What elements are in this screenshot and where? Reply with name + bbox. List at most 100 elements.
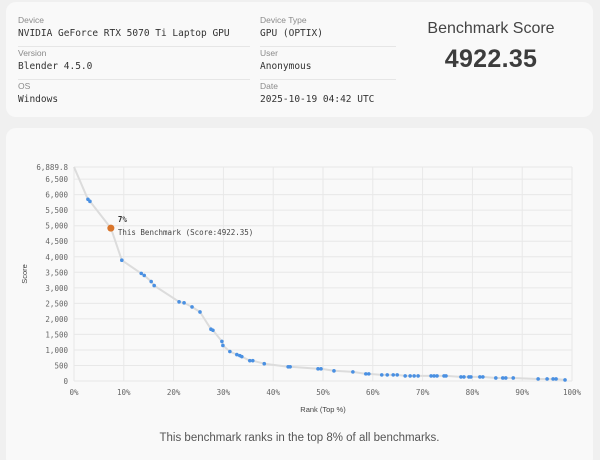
benchmark-point[interactable] <box>554 377 558 381</box>
benchmark-point[interactable] <box>182 301 186 305</box>
highlight-rank-label: 7% <box>118 215 128 224</box>
benchmark-point[interactable] <box>235 352 239 357</box>
version-value: Blender 4.5.0 <box>18 61 93 72</box>
benchmark-point[interactable] <box>149 279 153 284</box>
benchmark-point[interactable] <box>459 375 463 379</box>
benchmark-point[interactable] <box>469 375 473 379</box>
benchmark-point[interactable] <box>88 199 92 204</box>
this-benchmark-point[interactable] <box>107 224 115 232</box>
device-value: NVIDIA GeForce RTX 5070 Ti Laptop GPU <box>18 28 230 39</box>
x-axis-label: Rank (Top %) <box>300 405 346 414</box>
x-tick-label: 80% <box>466 388 480 397</box>
benchmark-point[interactable] <box>120 258 124 263</box>
benchmark-point[interactable] <box>364 372 368 376</box>
user-field: User Anonymous <box>260 47 396 80</box>
os-value: Windows <box>18 94 59 105</box>
benchmark-point[interactable] <box>316 367 320 371</box>
benchmark-point[interactable] <box>395 373 400 377</box>
benchmark-score-block: Benchmark Score 4922.35 <box>401 16 581 76</box>
rank-chart[interactable]: 0 500 1,000 1,500 2,000 2,500 3,000 3,500 4,000 4… <box>6 128 593 428</box>
x-tick-label: 70% <box>416 388 430 397</box>
y-tick-label: 0 <box>63 377 68 386</box>
device-type-value: GPU (OPTIX) <box>260 28 323 39</box>
device-type-label: Device Type <box>260 15 307 25</box>
benchmark-point[interactable] <box>190 305 194 309</box>
benchmark-point[interactable] <box>408 374 412 378</box>
user-label: User <box>260 48 278 58</box>
y-tick-label: 4,000 <box>45 253 68 262</box>
benchmark-point[interactable] <box>351 370 355 374</box>
benchmark-point[interactable] <box>412 374 416 378</box>
info-column-left: Device NVIDIA GeForce RTX 5070 Ti Laptop… <box>18 14 250 113</box>
benchmark-point[interactable] <box>198 310 202 314</box>
y-tick-label: 4,500 <box>45 237 68 246</box>
benchmark-point[interactable] <box>221 343 225 348</box>
rank-summary: This benchmark ranks in the top 8% of al… <box>159 432 440 444</box>
benchmark-point[interactable] <box>416 374 420 378</box>
benchmark-point[interactable] <box>478 375 482 379</box>
benchmark-point[interactable] <box>367 372 371 376</box>
benchmark-point[interactable] <box>228 349 232 354</box>
benchmark-point[interactable] <box>152 283 156 288</box>
benchmark-point[interactable] <box>462 375 466 379</box>
rank-curve <box>73 166 566 381</box>
x-tick-label: 100% <box>563 388 582 397</box>
benchmark-point[interactable] <box>288 364 292 369</box>
version-field: Version Blender 4.5.0 <box>18 47 250 80</box>
benchmark-point[interactable] <box>444 374 448 378</box>
benchmark-point[interactable] <box>494 376 498 380</box>
benchmark-point[interactable] <box>545 377 549 381</box>
benchmark-point[interactable] <box>511 376 516 380</box>
benchmark-point[interactable] <box>177 300 181 304</box>
benchmark-point[interactable] <box>332 369 336 373</box>
x-tick-label: 50% <box>316 388 330 397</box>
benchmark-point[interactable] <box>391 373 396 377</box>
user-value: Anonymous <box>260 61 312 72</box>
benchmark-point[interactable] <box>139 271 144 276</box>
date-value: 2025-10-19 04:42 UTC <box>260 94 375 105</box>
y-tick-label: 6,889.8 <box>36 163 68 172</box>
os-field: OS Windows <box>18 80 250 113</box>
benchmark-point[interactable] <box>435 374 439 378</box>
device-type-field: Device Type GPU (OPTIX) <box>260 14 396 47</box>
x-tick-label: 60% <box>366 388 380 397</box>
benchmark-point[interactable] <box>481 375 485 379</box>
benchmark-point[interactable] <box>262 361 267 366</box>
benchmark-point[interactable] <box>429 374 433 378</box>
y-tick-label: 2,000 <box>45 315 68 324</box>
benchmark-point[interactable] <box>385 373 390 377</box>
benchmark-point[interactable] <box>379 373 384 377</box>
benchmark-point[interactable] <box>220 339 224 344</box>
y-tick-label: 1,000 <box>45 346 68 355</box>
benchmark-point[interactable] <box>563 378 567 382</box>
benchmark-point[interactable] <box>536 377 540 381</box>
benchmark-point[interactable] <box>250 358 255 363</box>
rank-chart-card: 0 500 1,000 1,500 2,000 2,500 3,000 3,500 4,000 4… <box>6 128 593 460</box>
score-value: 4922.35 <box>444 45 538 73</box>
device-label: Device <box>18 15 44 25</box>
benchmark-point[interactable] <box>403 374 407 378</box>
x-tick-label: 90% <box>515 388 529 397</box>
benchmark-point[interactable] <box>247 358 252 363</box>
y-tick-label: 6,000 <box>45 191 68 200</box>
x-tick-label: 30% <box>217 388 231 397</box>
y-tick-label: 3,500 <box>45 268 68 277</box>
benchmark-point[interactable] <box>240 354 244 359</box>
score-title: Benchmark Score <box>427 20 555 37</box>
x-tick-label: 20% <box>167 388 181 397</box>
x-tick-label: 10% <box>117 388 131 397</box>
benchmark-point[interactable] <box>142 273 147 278</box>
benchmark-point[interactable] <box>551 377 555 381</box>
benchmark-point[interactable] <box>211 328 215 333</box>
y-axis-label: Score <box>20 264 29 284</box>
y-tick-label: 1,500 <box>45 330 68 339</box>
benchmark-point[interactable] <box>503 376 508 380</box>
benchmark-point[interactable] <box>432 374 436 378</box>
benchmark-point[interactable] <box>319 367 323 371</box>
device-field: Device NVIDIA GeForce RTX 5070 Ti Laptop… <box>18 14 250 47</box>
benchmark-point[interactable] <box>500 376 505 380</box>
y-tick-label: 5,000 <box>45 222 68 231</box>
x-tick-label: 0% <box>69 388 79 397</box>
info-column-middle: Device Type GPU (OPTIX) User Anonymous D… <box>260 14 396 113</box>
y-tick-label: 5,500 <box>45 206 68 215</box>
